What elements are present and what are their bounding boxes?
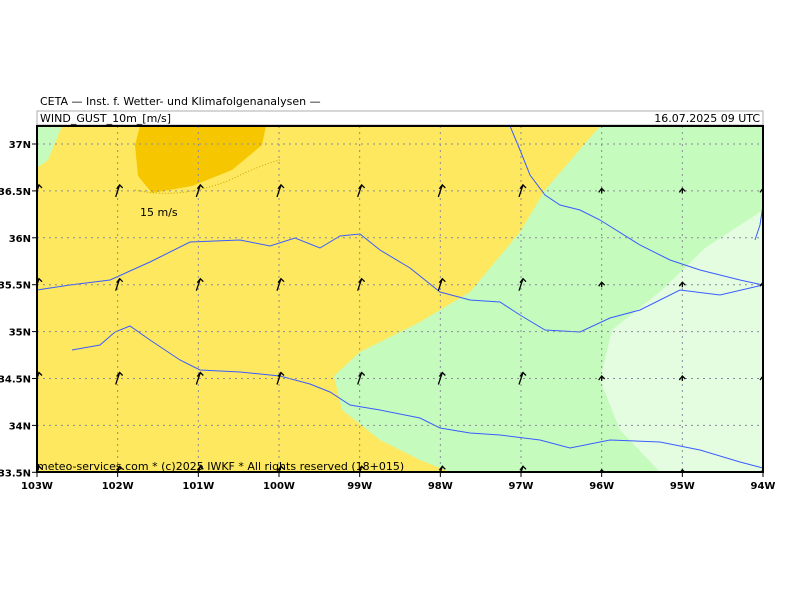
wind-arrow bbox=[278, 466, 282, 472]
lon-label: 97W bbox=[509, 481, 534, 492]
lat-label: 34.5N bbox=[0, 375, 31, 386]
lat-label: 33.5N bbox=[0, 468, 31, 479]
wind-arrow-head bbox=[678, 187, 686, 193]
wind-arrow-head bbox=[759, 187, 763, 193]
lon-label: 101W bbox=[182, 481, 214, 492]
wind-arrow bbox=[115, 184, 121, 198]
wind-arrow bbox=[195, 278, 201, 291]
wind-arrow bbox=[518, 184, 524, 198]
lon-label: 94W bbox=[751, 481, 776, 492]
lon-label: 98W bbox=[428, 481, 453, 492]
wind-arrow-head bbox=[358, 183, 366, 190]
wind-arrow bbox=[357, 278, 363, 291]
graticule bbox=[37, 126, 763, 472]
wind-arrow-head bbox=[196, 465, 204, 471]
header-title: CETA — Inst. f. Wetter- und Klimafolgena… bbox=[40, 95, 321, 108]
valid-time: 16.07.2025 09 UTC bbox=[654, 112, 760, 125]
wind-arrow bbox=[195, 372, 201, 385]
wind-arrow-head bbox=[37, 371, 43, 377]
wind-arrow bbox=[520, 466, 524, 472]
wind-arrow bbox=[117, 466, 121, 472]
wind-arrow bbox=[518, 372, 524, 385]
wind-arrow-head bbox=[277, 277, 285, 284]
lon-label: 95W bbox=[670, 481, 695, 492]
wind-arrow-head bbox=[196, 277, 204, 284]
lon-label: 103W bbox=[21, 481, 53, 492]
wind-arrow bbox=[115, 372, 121, 385]
wind-arrow-head bbox=[37, 277, 43, 283]
lat-label: 34N bbox=[9, 421, 31, 432]
lon-label: 102W bbox=[102, 481, 134, 492]
contour-label: 15 m/s bbox=[140, 206, 178, 219]
lat-label: 35.5N bbox=[0, 281, 31, 292]
contour-line bbox=[134, 159, 281, 194]
wind-arrow bbox=[439, 466, 443, 472]
wind-arrow bbox=[357, 372, 363, 385]
wind-arrow bbox=[37, 184, 40, 193]
lon-label: 100W bbox=[263, 481, 295, 492]
wind-arrow bbox=[437, 184, 443, 198]
wind-arrow-head bbox=[116, 465, 124, 471]
map-area bbox=[37, 126, 763, 472]
lat-label: 35N bbox=[9, 328, 31, 339]
wind-arrow-head bbox=[116, 277, 124, 284]
wind-arrow-head bbox=[438, 371, 446, 377]
wind-arrow-head bbox=[678, 375, 686, 381]
wind-arrow bbox=[357, 184, 363, 198]
lon-label: 96W bbox=[589, 481, 614, 492]
wind-arrow-head bbox=[519, 183, 527, 190]
wind-arrow bbox=[437, 372, 443, 385]
wind-arrow-head bbox=[678, 281, 686, 287]
wind-arrow bbox=[359, 466, 363, 472]
wind-arrow-head bbox=[196, 371, 204, 377]
wind-arrow-head bbox=[116, 371, 124, 377]
wind-arrow-head bbox=[37, 183, 43, 189]
wind-arrow bbox=[115, 278, 121, 291]
map-frame bbox=[36, 125, 764, 473]
lon-label: 99W bbox=[347, 481, 372, 492]
axis-labels: 103W 102W 101W 100W 99W 98W 97W 96W 95W 94W 37N 36.… bbox=[0, 140, 775, 492]
wind-arrow-head bbox=[438, 465, 446, 471]
orange-zone bbox=[135, 126, 266, 193]
wind-arrow bbox=[276, 372, 282, 385]
lat-label: 37N bbox=[9, 140, 31, 151]
wind-arrow-head bbox=[598, 375, 606, 381]
lat-label: 36.5N bbox=[0, 187, 31, 198]
wind-arrow-head bbox=[277, 183, 285, 190]
parameter-label: WIND_GUST_10m_[m/s] bbox=[40, 112, 171, 125]
wind-arrow-head bbox=[598, 281, 606, 287]
wind-arrow bbox=[276, 184, 282, 198]
wind-arrow bbox=[37, 278, 40, 287]
wind-arrow bbox=[37, 372, 40, 381]
wind-arrow bbox=[195, 184, 201, 198]
wind-arrow-head bbox=[277, 371, 285, 377]
wind-arrow-head bbox=[116, 183, 124, 190]
wind-arrow bbox=[518, 278, 524, 291]
wind-arrow bbox=[37, 466, 40, 472]
wind-arrow-head bbox=[358, 465, 366, 471]
green-zone bbox=[37, 126, 62, 168]
wind-arrow-head bbox=[358, 277, 366, 284]
wind-arrow-head bbox=[519, 371, 527, 377]
footer: meteo-services.com * (c)2025 IWKF * All … bbox=[37, 460, 404, 473]
wind-arrow-head bbox=[759, 375, 763, 381]
wind-arrow bbox=[276, 278, 282, 291]
wind-arrow-head bbox=[277, 465, 285, 471]
wind-arrow-head bbox=[598, 187, 606, 193]
wind-arrow-head bbox=[759, 281, 763, 287]
wind-arrow-head bbox=[519, 465, 527, 471]
wind-arrows bbox=[37, 183, 763, 472]
wind-arrow-head bbox=[196, 183, 204, 190]
wind-arrow bbox=[437, 278, 443, 291]
wind-arrow-head bbox=[37, 465, 43, 471]
wind-arrow-head bbox=[438, 277, 446, 284]
rivers bbox=[37, 126, 763, 469]
wind-arrow-head bbox=[438, 183, 446, 190]
wind-arrow-head bbox=[358, 371, 366, 377]
wind-arrow-head bbox=[519, 277, 527, 284]
wind-arrow bbox=[197, 466, 201, 472]
lat-label: 36N bbox=[9, 234, 31, 245]
